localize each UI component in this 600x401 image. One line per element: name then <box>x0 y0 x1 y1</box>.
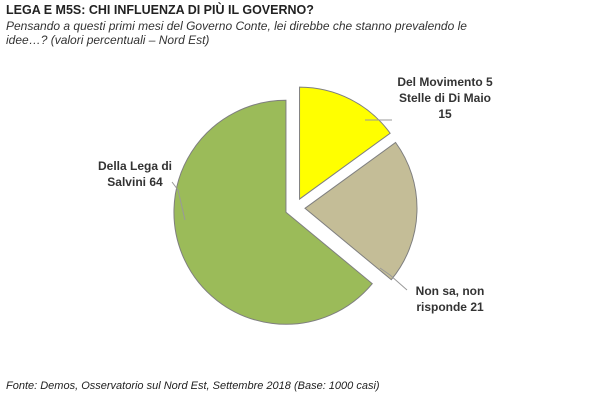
chart-subtitle: Pensando a questi primi mesi del Governo… <box>6 19 467 47</box>
label-value: 64 <box>149 175 163 189</box>
leader-line <box>171 181 186 221</box>
pie-slice <box>304 141 418 281</box>
data-label: Non sa, non risponde 21 <box>400 283 500 315</box>
label-value: 15 <box>438 107 452 121</box>
label-category: Del Movimento 5 Stelle di Di Maio <box>397 75 493 105</box>
leader-line <box>379 267 408 291</box>
source-note: Fonte: Demos, Osservatorio sul Nord Est,… <box>6 380 380 392</box>
label-category: Non sa, non risponde <box>415 284 485 314</box>
label-value: 21 <box>470 300 484 314</box>
chart-title: LEGA E M5S: CHI INFLUENZA DI PIÙ IL GOVE… <box>6 3 314 17</box>
pie-slice <box>173 99 373 325</box>
data-label: Del Movimento 5 Stelle di Di Maio 15 <box>395 74 495 122</box>
pie-slice <box>299 86 391 201</box>
data-label: Della Lega di Salvini 64 <box>80 158 190 190</box>
label-category: Della Lega di Salvini <box>97 159 173 189</box>
